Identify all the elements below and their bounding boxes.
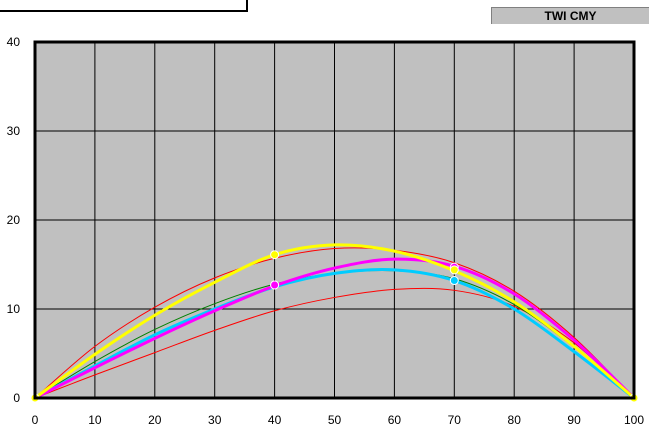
x-tick-label: 60 bbox=[388, 413, 402, 427]
y-tick-label: 20 bbox=[7, 213, 21, 227]
series-4-marker bbox=[449, 276, 459, 286]
y-tick-labels: 0 10 20 30 40 bbox=[7, 35, 21, 405]
x-tick-label: 0 bbox=[32, 413, 39, 427]
x-tick-label: 70 bbox=[448, 413, 462, 427]
plot-border bbox=[33, 40, 636, 400]
y-tick-label: 0 bbox=[13, 391, 20, 405]
series-line-5 bbox=[34, 257, 636, 400]
series-5-marker bbox=[270, 280, 280, 290]
chart-corner-label: TWI CMY bbox=[491, 7, 649, 24]
y-tick-label: 10 bbox=[7, 302, 21, 316]
x-tick-label: 40 bbox=[268, 413, 282, 427]
series-line-6 bbox=[34, 243, 635, 400]
marker-group bbox=[30, 250, 639, 403]
x-tick-label: 20 bbox=[148, 413, 162, 427]
y-tick-label: 40 bbox=[7, 35, 21, 49]
series-group bbox=[34, 243, 636, 400]
x-tick-labels: 0 10 20 30 40 50 60 70 80 90 100 bbox=[32, 413, 645, 427]
x-tick-label: 30 bbox=[208, 413, 222, 427]
series-line-4 bbox=[34, 267, 635, 400]
x-tick-label: 100 bbox=[624, 413, 644, 427]
x-tick-label: 50 bbox=[328, 413, 342, 427]
series-6-marker bbox=[449, 265, 459, 275]
y-tick-label: 30 bbox=[7, 124, 21, 138]
x-tick-label: 90 bbox=[567, 413, 581, 427]
series-6-marker bbox=[270, 250, 280, 260]
x-tick-label: 10 bbox=[88, 413, 102, 427]
top-left-frame bbox=[0, 0, 248, 12]
x-tick-label: 80 bbox=[508, 413, 522, 427]
series-line-2 bbox=[34, 247, 635, 399]
